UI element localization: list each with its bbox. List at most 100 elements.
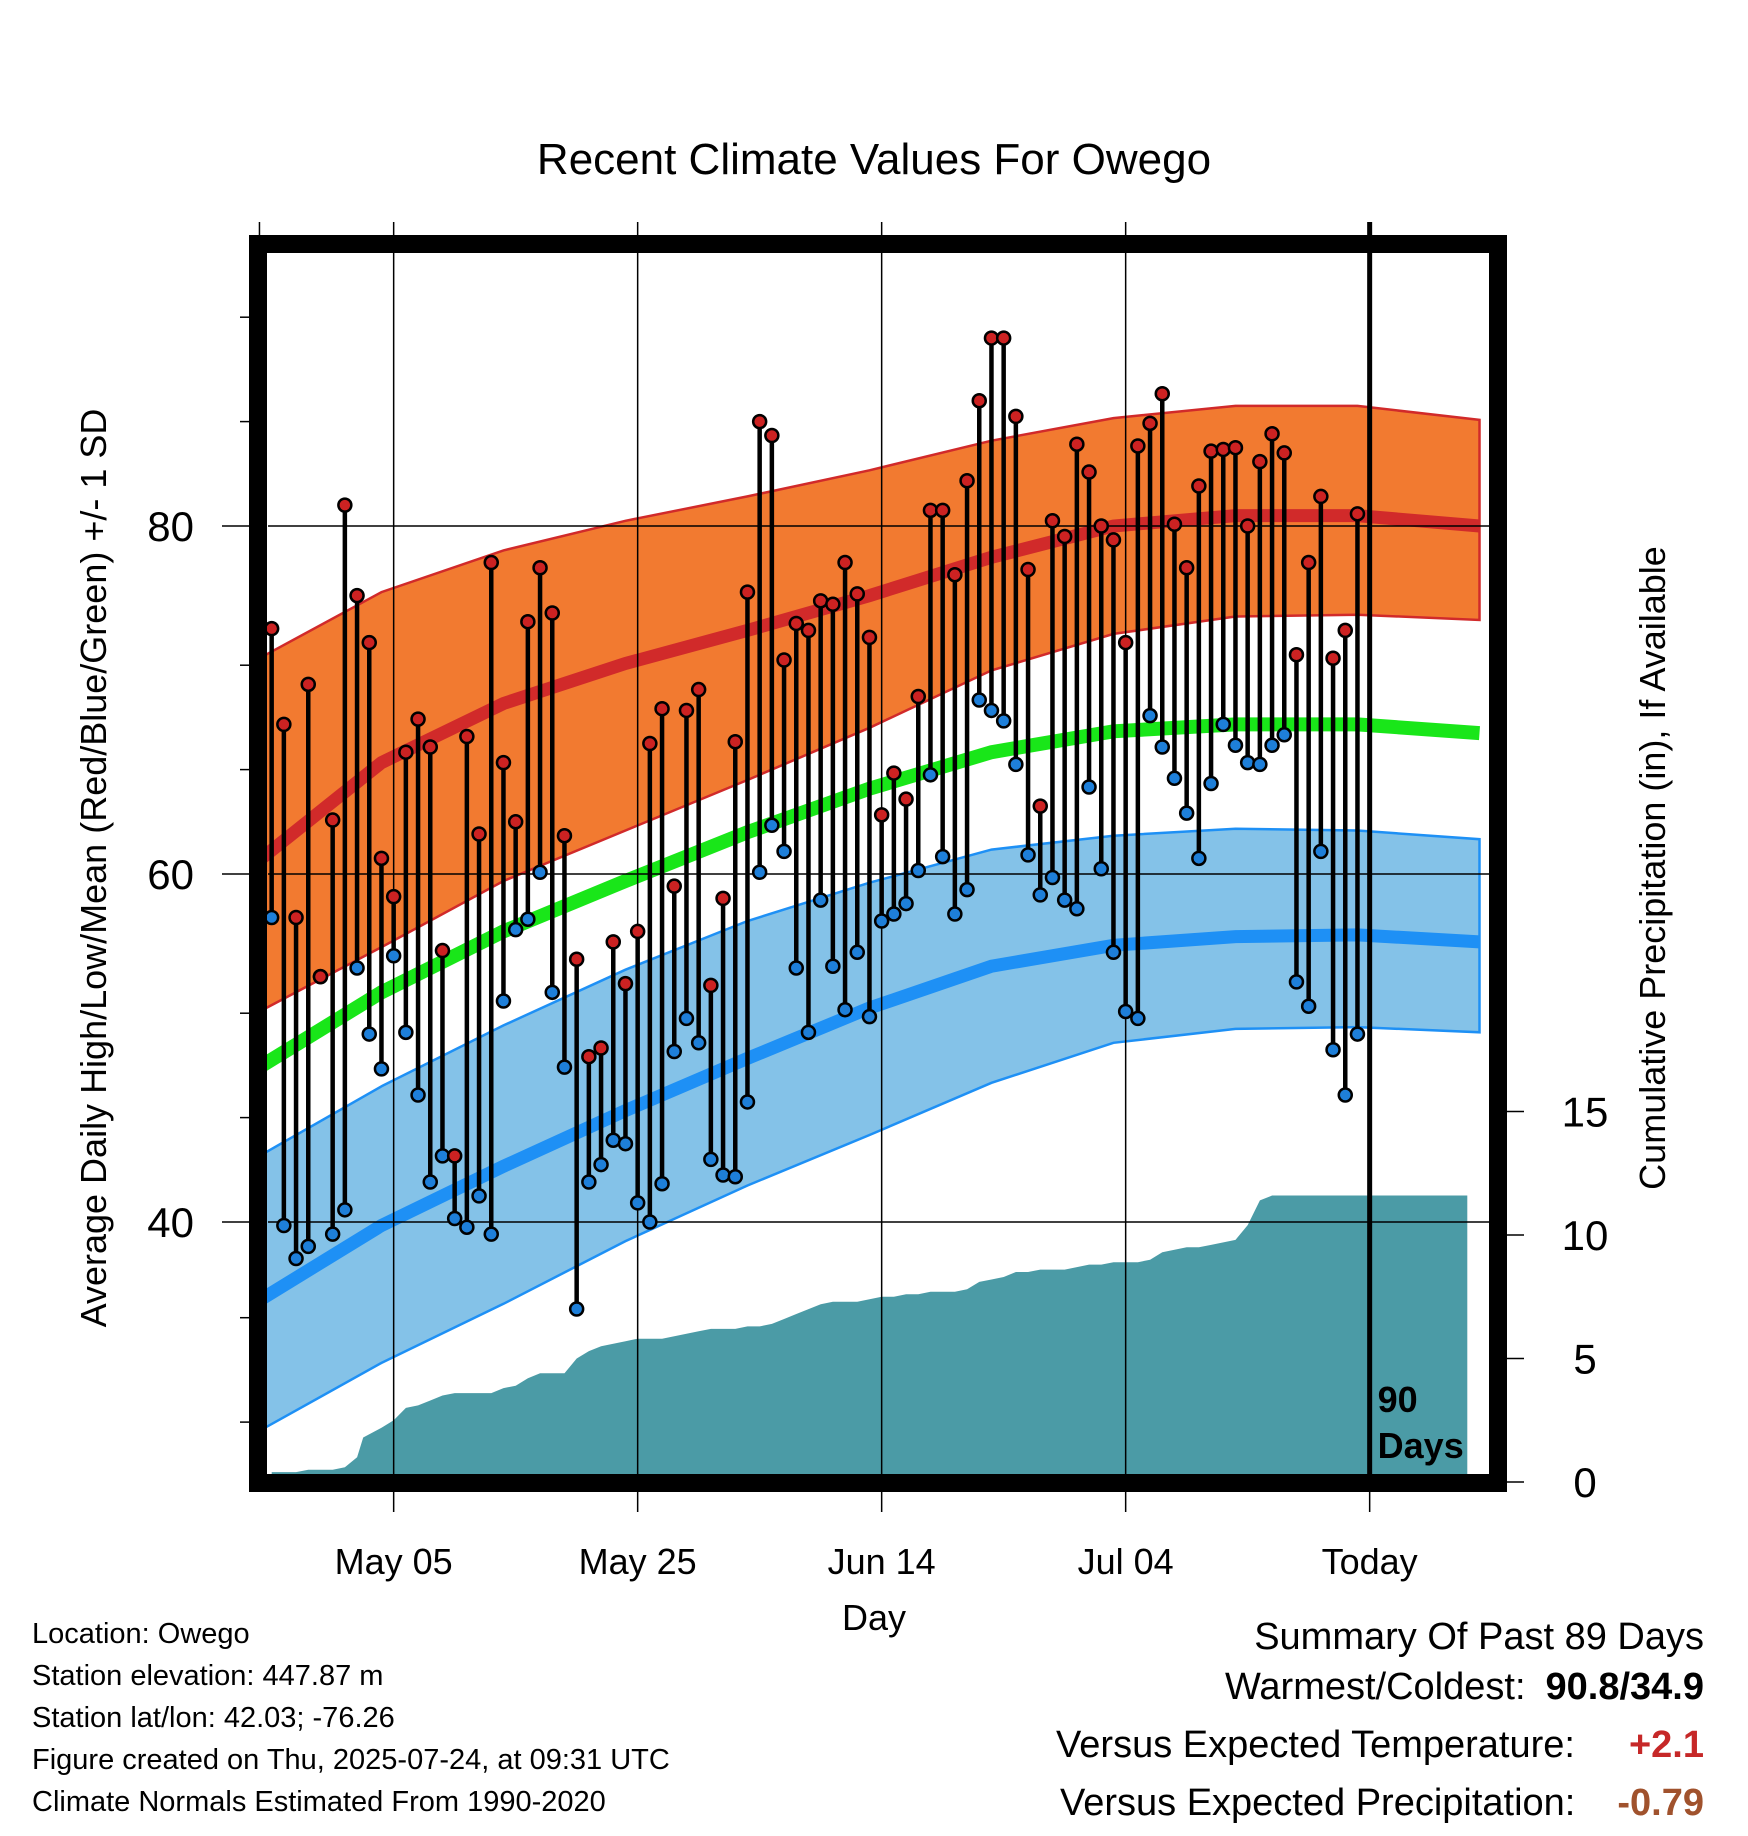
high-dot [1300,554,1317,571]
high-dot [1239,518,1256,534]
high-dot [1154,386,1171,402]
high-dot [1093,518,1110,534]
high-dot [276,716,292,733]
high-dot [1203,443,1219,459]
low-dot [1044,869,1061,886]
high-dot [1252,453,1268,470]
low-dot [849,944,866,961]
summary-temp: Versus Expected Temperature: +2.1 [804,1720,1704,1778]
high-dot [1191,478,1207,494]
low-dot [703,1151,719,1168]
precip-value: -0.79 [1617,1782,1704,1824]
high-dot [1105,532,1122,548]
summary-heading: Summary Of Past 89 Days [1254,1616,1704,1658]
low-dot [532,864,548,881]
summary-precip: Versus Expected Precipitation: -0.79 [804,1778,1704,1836]
summary-warm-cold: Warmest/Coldest: 90.8/34.9 [804,1662,1704,1720]
today-days-word: Days [1378,1425,1464,1466]
low-dot [825,958,841,974]
low-dot [727,1169,744,1185]
high-dot [1142,415,1158,432]
y2-tick-label: 0 [1573,1459,1596,1506]
high-dot [312,968,329,985]
low-dot [1154,739,1171,755]
high-dot [1020,561,1036,578]
high-dot [837,554,853,571]
low-dot [520,911,536,927]
low-dot [288,1250,304,1267]
high-dot [520,613,536,630]
low-dot [507,921,524,938]
x-tick-label: Today [1322,1541,1418,1582]
low-dot [1178,805,1195,821]
high-dot [690,681,707,698]
high-dot [934,502,951,519]
high-dot [605,934,622,950]
warm-cold-value: 90.8/34.9 [1545,1666,1704,1708]
low-dot [971,692,988,708]
low-dot [1117,1003,1134,1020]
low-dot [629,1195,646,1211]
chart-title: Recent Climate Values For Owego [537,135,1211,184]
high-dot [629,923,646,940]
low-dot [1203,775,1219,792]
low-dot [337,1202,353,1218]
latlon-text: Station lat/lon: 42.03; -76.26 [32,1702,395,1734]
axes: 40 60 80 0 5 10 15 May 05 May 25 Jun 14 Jul 04 Toda… [147,222,1608,1582]
x-tick-label: May 25 [579,1541,697,1582]
low-dot [1032,887,1049,903]
high-dot [910,688,927,705]
low-dot [1252,756,1268,773]
low-dot [1264,737,1280,753]
high-dot [959,473,975,489]
high-dot [1215,441,1232,458]
high-dot [727,734,744,750]
high-dot [507,814,524,830]
low-dot [1313,843,1329,860]
high-dot [1008,408,1024,425]
high-dot [642,735,658,752]
y2-tick-label: 10 [1562,1212,1609,1259]
high-dot [398,744,414,760]
low-dot [568,1301,585,1317]
today-days-number: 90 [1378,1379,1418,1420]
warm-cold-label: Warmest/Coldest: [1224,1666,1526,1708]
high-dot [1069,436,1085,452]
high-dot [739,584,756,600]
y2-tick-label: 5 [1573,1336,1596,1383]
low-dot [764,817,780,834]
low-dot [276,1217,292,1234]
high-dot [715,890,731,907]
low-dot [837,1001,853,1018]
high-dot [861,629,878,646]
low-dot [495,993,512,1009]
plot-border [249,235,1507,1492]
low-dot [947,906,963,922]
y-tick-label: 40 [147,1199,194,1246]
low-dot [1239,754,1256,771]
high-dot [446,1148,463,1164]
x-axis-label: Day [842,1597,906,1638]
high-dot [1081,464,1097,480]
high-dot [1325,650,1341,666]
location-text: Location: Owego [32,1618,250,1650]
low-dot [739,1094,756,1110]
temp-label: Versus Expected Temperature: [1056,1724,1575,1766]
high-dot [1276,445,1293,461]
high-dot [337,497,353,513]
high-dot [410,711,426,727]
low-dot [1166,770,1183,787]
high-dot [361,634,378,651]
high-dot [703,977,719,994]
low-dot [544,984,561,1001]
normal-high-line [255,509,1481,866]
high-dot [434,942,451,959]
low-dot [1069,901,1085,917]
high-dot [788,615,805,632]
cumulative-precip-area [271,1195,1468,1482]
high-dot [495,754,512,771]
x-tick-label: May 05 [335,1541,453,1582]
high-dot [764,427,780,444]
low-dot [1288,974,1305,990]
